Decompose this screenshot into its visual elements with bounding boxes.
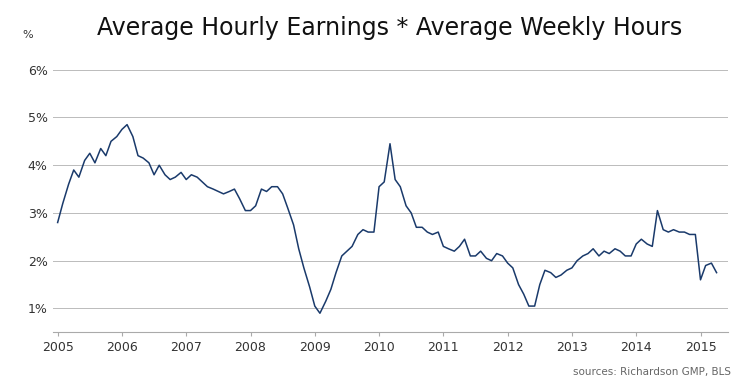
Text: %: % xyxy=(22,30,33,40)
Text: sources: Richardson GMP, BLS: sources: Richardson GMP, BLS xyxy=(573,367,731,377)
Title: Average Hourly Earnings * Average Weekly Hours: Average Hourly Earnings * Average Weekly… xyxy=(98,16,682,40)
